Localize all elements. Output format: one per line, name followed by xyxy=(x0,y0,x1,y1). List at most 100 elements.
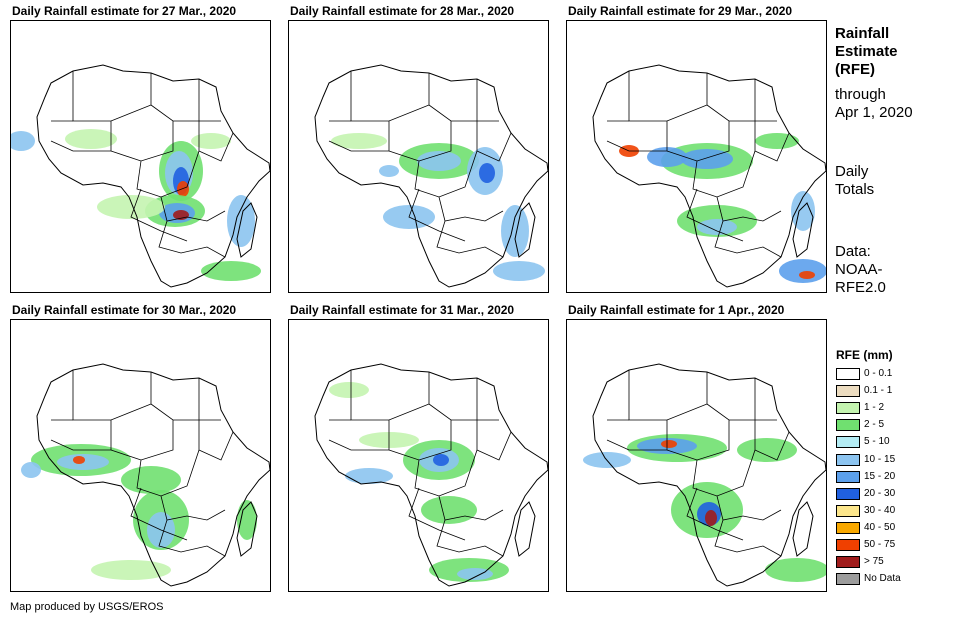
legend-label: 50 - 75 xyxy=(864,539,896,550)
footer-credit: Map produced by USGS/EROS xyxy=(10,601,164,613)
legend-label: > 75 xyxy=(864,556,884,568)
country-border xyxy=(686,487,744,541)
rainfall-area xyxy=(191,133,231,149)
rainfall-area xyxy=(799,271,815,279)
legend-item: 5 - 10 xyxy=(836,434,936,451)
legend-item: 2 - 5 xyxy=(836,417,936,434)
legend-swatch xyxy=(836,487,860,500)
country-border xyxy=(160,495,226,521)
legend-swatch xyxy=(836,556,860,569)
country-border xyxy=(628,370,708,421)
country-border xyxy=(606,121,668,152)
legend-swatch xyxy=(836,453,860,466)
legend-swatch xyxy=(836,521,860,534)
country-border xyxy=(158,519,226,557)
madagascar-outline xyxy=(514,501,536,557)
rainfall-area xyxy=(421,496,477,524)
legend-swatch xyxy=(836,419,860,432)
rainfall-area xyxy=(755,133,799,149)
legend-item: 1 - 2 xyxy=(836,400,936,417)
rainfall-map-6 xyxy=(566,319,827,592)
country-border xyxy=(414,121,478,198)
side-heading: Rainfall Estimate (RFE) xyxy=(835,25,898,78)
legend-title: RFE (mm) xyxy=(836,348,893,362)
rainfall-area xyxy=(97,195,165,219)
legend-item: 0 - 0.1 xyxy=(836,366,936,383)
country-border xyxy=(110,420,174,461)
map-graphic xyxy=(314,64,548,288)
rainfall-map-3 xyxy=(566,20,827,293)
legend-label: 30 - 40 xyxy=(864,504,896,516)
country-border xyxy=(436,519,504,557)
rainfall-area xyxy=(697,219,737,235)
country-border xyxy=(666,121,730,162)
rainfall-map-2 xyxy=(288,20,549,293)
rainfall-area xyxy=(237,500,257,540)
coastline xyxy=(592,363,826,587)
country-border xyxy=(408,487,466,541)
country-border xyxy=(628,71,708,122)
country-border xyxy=(706,79,756,122)
rainfall-area xyxy=(379,165,399,177)
legend-item: 50 - 75 xyxy=(836,537,936,554)
madagascar-outline xyxy=(236,501,258,557)
country-border xyxy=(50,420,112,451)
rainfall-area xyxy=(177,181,189,197)
country-border xyxy=(428,378,478,421)
map-graphic xyxy=(583,363,826,587)
legend-swatch xyxy=(836,368,860,380)
country-border xyxy=(158,220,226,258)
legend-swatch xyxy=(836,436,860,449)
legend-item: 20 - 30 xyxy=(836,486,936,503)
country-border xyxy=(706,378,756,421)
country-border xyxy=(716,196,782,222)
rainfall-area xyxy=(345,468,393,484)
country-border xyxy=(666,420,730,461)
rainfall-area xyxy=(501,205,529,257)
country-border xyxy=(136,121,200,198)
map-graphic xyxy=(314,363,548,587)
legend-label: 10 - 15 xyxy=(864,453,896,465)
country-border xyxy=(428,79,478,122)
legend-label: No Data xyxy=(864,573,901,585)
country-border xyxy=(72,370,152,421)
rainfall-area xyxy=(765,558,826,582)
coastline xyxy=(36,64,270,288)
side-data-source: Data: NOAA- RFE2.0 xyxy=(835,243,886,296)
legend-item: > 75 xyxy=(836,554,936,571)
map-graphic xyxy=(592,64,826,288)
legend-item: 0.1 - 1 xyxy=(836,383,936,400)
panel-title-1: Daily Rainfall estimate for 27 Mar., 202… xyxy=(12,4,237,18)
rainfall-map-4 xyxy=(10,319,271,592)
legend-item: No Data xyxy=(836,571,936,588)
country-border xyxy=(754,132,790,162)
legend-swatch xyxy=(836,402,860,415)
country-border xyxy=(436,220,504,258)
legend-item: 40 - 50 xyxy=(836,520,936,537)
legend-swatch xyxy=(836,385,860,398)
country-border xyxy=(328,420,390,451)
rainfall-area xyxy=(661,440,677,448)
rainfall-area xyxy=(331,133,387,149)
rainfall-area xyxy=(417,151,461,171)
rainfall-area xyxy=(329,382,369,398)
country-border xyxy=(754,431,790,461)
legend-swatch xyxy=(836,573,860,586)
legend-label: 1 - 2 xyxy=(864,402,885,414)
country-border xyxy=(388,420,452,461)
country-border xyxy=(716,495,782,521)
rainfall-area xyxy=(779,259,826,283)
country-border xyxy=(160,196,226,222)
country-border xyxy=(408,188,466,242)
rainfall-area xyxy=(737,438,797,462)
country-border xyxy=(714,220,782,258)
panel-title-3: Daily Rainfall estimate for 29 Mar., 202… xyxy=(568,4,793,18)
legend-label: 2 - 5 xyxy=(864,419,885,431)
map-graphic xyxy=(21,363,270,587)
madagascar-outline xyxy=(792,501,814,557)
rainfall-area xyxy=(121,466,181,494)
country-border xyxy=(328,121,390,152)
madagascar-outline xyxy=(792,202,814,258)
country-border xyxy=(198,431,234,461)
legend-label: 20 - 30 xyxy=(864,487,896,499)
